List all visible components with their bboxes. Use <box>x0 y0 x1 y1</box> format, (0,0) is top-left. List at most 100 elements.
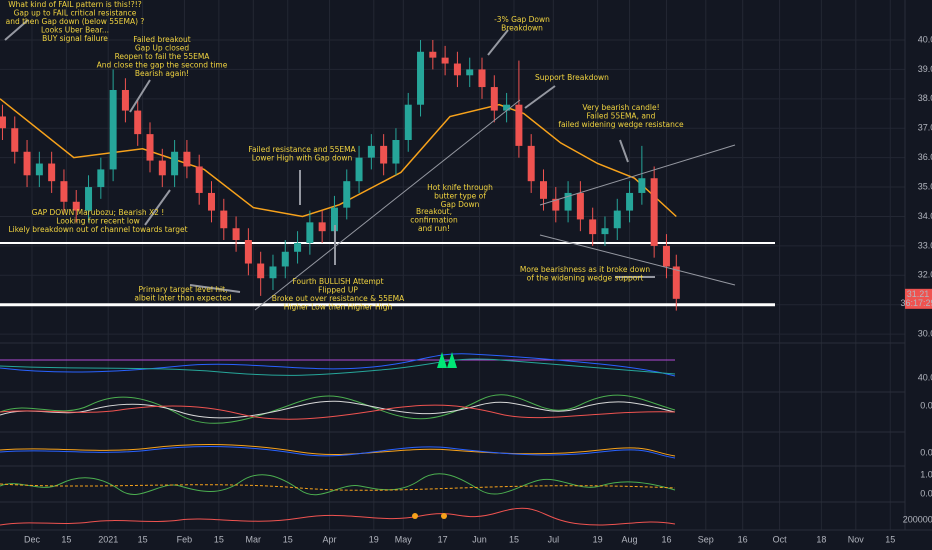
x-tick-label: 19 <box>593 534 603 544</box>
x-tick-label: Sep <box>698 534 714 544</box>
candle-body <box>453 63 461 76</box>
y-tick-label: 35.00 <box>918 181 932 191</box>
annotation-text: Likely breakdown out of channel towards … <box>8 225 187 234</box>
candle-body <box>11 128 19 152</box>
candle-body <box>281 251 289 267</box>
arrow <box>619 139 629 163</box>
candle-body <box>72 201 80 211</box>
y-tick-label: 39.00 <box>918 64 932 74</box>
candle-body <box>662 245 670 267</box>
indicator-line <box>0 507 676 526</box>
annotation-text: confirmation <box>410 216 458 225</box>
y-tick-label: 37.00 <box>918 123 932 133</box>
candle-body <box>269 266 277 279</box>
annotation-text: GAP DOWN Marubozu; Bearish X2 ! <box>32 208 165 217</box>
candle-body <box>552 198 560 211</box>
annotation-text: Primary target level hit, <box>139 285 228 294</box>
indicator-line <box>0 483 676 491</box>
candle-body <box>343 181 351 208</box>
indicator-line <box>0 446 676 459</box>
trend-line <box>539 234 736 286</box>
x-tick-label: Jun <box>472 534 487 544</box>
annotation-text: Support Breakdown <box>535 73 609 82</box>
candle-body <box>306 222 314 243</box>
annotation-text: Hot knife through <box>427 183 493 192</box>
x-tick-label: Oct <box>773 534 788 544</box>
annotation-text: Bearish again! <box>135 69 189 78</box>
pane-axis-label: 40.00 <box>918 372 932 382</box>
annotation-text: and run! <box>418 224 450 233</box>
x-tick-label: 15 <box>283 534 293 544</box>
x-tick-label: 15 <box>509 534 519 544</box>
x-tick-label: 15 <box>885 534 895 544</box>
annotation-text: What kind of FAIL pattern is this!?!? <box>8 0 142 9</box>
arrow <box>524 85 556 109</box>
arrow <box>144 189 171 226</box>
indicator-line <box>0 404 676 420</box>
candle-body <box>638 178 646 193</box>
candle-body <box>367 145 375 158</box>
candle-body <box>220 210 228 229</box>
indicator-line <box>0 394 676 424</box>
candle-body <box>392 140 400 164</box>
annotation-text: Lower High with Gap down <box>252 154 353 163</box>
annotation-text: Higher Low then Higher High <box>284 303 393 312</box>
candle-body <box>601 228 609 235</box>
arrow <box>189 284 241 293</box>
annotation-text: And close the gap the second time <box>97 61 228 70</box>
indicator-dot <box>412 513 418 519</box>
candle-body <box>330 207 338 232</box>
candle-body <box>672 266 680 299</box>
candle-body <box>244 240 252 264</box>
arrow <box>487 29 509 56</box>
arrows <box>4 19 736 311</box>
candle-body <box>490 87 498 111</box>
annotation-text: Gap Up closed <box>135 44 190 53</box>
x-tick-label: 15 <box>214 534 224 544</box>
candle-body <box>478 69 486 88</box>
x-tick-label: 15 <box>61 534 71 544</box>
annotation-text: butter type of <box>434 192 486 201</box>
candle-body <box>232 228 240 240</box>
candle-body <box>85 187 93 211</box>
annotation-text: Failed 55EMA, and <box>587 112 656 121</box>
y-tick-label: 32.00 <box>918 270 932 280</box>
candle-body <box>515 104 523 146</box>
countdown-label: 36:17:29 <box>900 298 932 308</box>
price-tag <box>905 288 932 309</box>
x-tick-label: 16 <box>738 534 748 544</box>
candle-body <box>0 116 6 129</box>
pane-axis-label: 1.00 <box>920 469 932 479</box>
annotation-text: Reopen to fail the 55EMA <box>115 52 211 61</box>
indicator-dot <box>441 513 447 519</box>
candle-body <box>294 242 302 252</box>
candle-body <box>613 210 621 229</box>
annotation-text: failed widening wedge resistance <box>558 120 684 129</box>
x-tick-label: Mar <box>246 534 262 544</box>
pane-axis-label: 0.00 <box>920 400 932 410</box>
candle-body <box>158 160 166 176</box>
candle-body <box>183 151 191 167</box>
candle-body <box>121 90 129 111</box>
x-tick-label: 2021 <box>98 534 118 544</box>
candle-body <box>207 192 215 211</box>
axes: 30.0031.0032.0033.0034.0035.0036.0037.00… <box>24 0 932 544</box>
x-tick-label: 19 <box>369 534 379 544</box>
x-tick-label: Feb <box>177 534 193 544</box>
annotation-text: Very bearish candle! <box>582 103 659 112</box>
candle-body <box>564 192 572 211</box>
y-tick-label: 38.00 <box>918 93 932 103</box>
candle-body <box>466 69 474 76</box>
annotation-text: BUY signal failure <box>42 34 108 43</box>
candle-body <box>23 151 31 176</box>
x-tick-label: Apr <box>323 534 337 544</box>
annotation-text: -3% Gap Down <box>494 15 550 24</box>
candle-body <box>195 166 203 193</box>
y-tick-label: 33.00 <box>918 240 932 250</box>
x-tick-label: 15 <box>138 534 148 544</box>
x-tick-label: May <box>395 534 413 544</box>
indicator-line <box>0 358 676 376</box>
y-tick-label: 36.00 <box>918 152 932 162</box>
candle-body <box>97 169 105 188</box>
candle-body <box>60 181 68 202</box>
